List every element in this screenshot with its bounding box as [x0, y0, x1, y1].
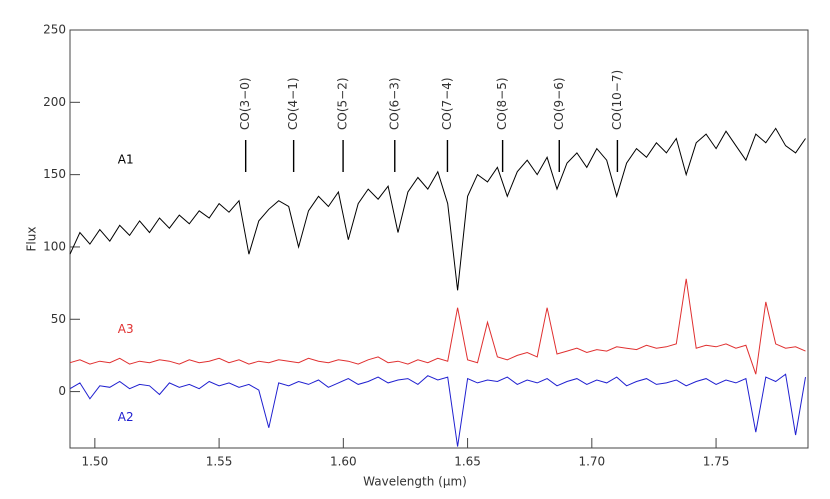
spectrum-line	[69, 127, 806, 291]
x-tick-label: 1.70	[578, 455, 605, 469]
plot-frame	[69, 29, 809, 449]
y-tick-label: 200	[43, 95, 66, 109]
series-label: A2	[118, 410, 134, 424]
x-tick-label: 1.55	[206, 455, 233, 469]
annotation-label: CO(10−7)	[610, 70, 624, 130]
y-tick-label: 150	[43, 167, 66, 181]
series-label: A3	[118, 322, 134, 336]
annotation-label: CO(3−0)	[238, 77, 252, 130]
x-tick-label: 1.75	[703, 455, 730, 469]
annotation-label: CO(7−4)	[440, 77, 454, 130]
x-tick-label: 1.65	[454, 455, 481, 469]
y-axis-label: Flux	[25, 227, 39, 252]
spectrum-line	[69, 278, 806, 375]
y-tick-label: 50	[51, 312, 66, 326]
y-tick-label: 0	[58, 384, 66, 398]
annotation-label: CO(6−3)	[387, 77, 401, 130]
series-label: A1	[118, 153, 134, 167]
y-tick-label: 100	[43, 239, 66, 253]
annotation-label: CO(4−1)	[286, 77, 300, 130]
annotation-label: CO(9−6)	[552, 77, 566, 130]
x-axis-label: Wavelength (μm)	[363, 475, 467, 489]
x-tick-label: 1.50	[81, 455, 108, 469]
x-tick-label: 1.60	[330, 455, 357, 469]
annotation-label: CO(8−5)	[495, 77, 509, 130]
y-tick-label: 250	[43, 23, 66, 37]
annotation-label: CO(5−2)	[336, 77, 350, 130]
spectrum-line	[69, 373, 806, 447]
